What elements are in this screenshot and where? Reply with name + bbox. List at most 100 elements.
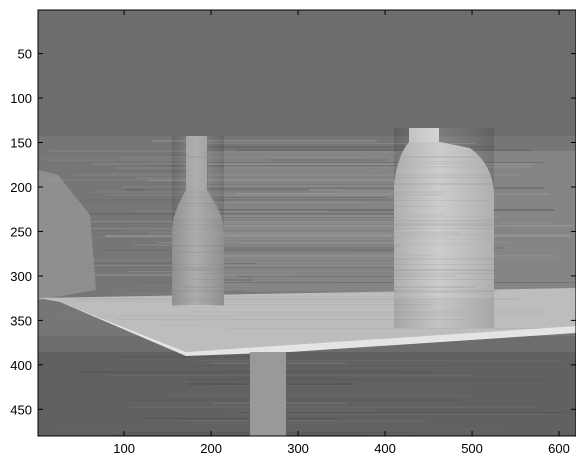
streak [212, 385, 473, 386]
streak [92, 184, 436, 185]
left-bottle-region [172, 136, 224, 306]
streak [222, 410, 376, 411]
streak [155, 325, 401, 326]
streak [222, 161, 530, 162]
streak [240, 414, 546, 415]
streak [43, 179, 419, 181]
streak [105, 235, 572, 237]
streak [77, 298, 520, 300]
y-tick-label: 150 [10, 136, 32, 151]
streak [174, 191, 336, 193]
streak [203, 273, 564, 274]
y-tick-label: 350 [10, 313, 32, 328]
streak [91, 228, 484, 229]
streak [125, 230, 541, 231]
streak [250, 352, 449, 354]
streak [43, 259, 488, 261]
streak [81, 267, 464, 268]
streak [134, 244, 318, 246]
streak [45, 159, 269, 161]
streak [249, 275, 457, 277]
streak [188, 423, 411, 425]
streak [141, 282, 575, 283]
streak [206, 214, 445, 216]
x-tick-label: 500 [461, 441, 483, 456]
streak [226, 368, 398, 369]
streak [194, 162, 544, 163]
table-front-edge [60, 302, 576, 356]
x-tick-label: 100 [113, 441, 135, 456]
streak [223, 239, 491, 240]
streak [239, 243, 476, 244]
streak [38, 199, 432, 201]
streak [236, 286, 524, 287]
streak [226, 200, 489, 201]
overlay-streaks [40, 150, 575, 329]
right-bottle-region [394, 128, 494, 328]
streak [192, 311, 547, 313]
x-tick-label: 400 [374, 441, 396, 456]
streak [147, 165, 403, 167]
streak [191, 217, 441, 218]
streak [74, 279, 253, 281]
streak [189, 391, 504, 392]
streak [242, 412, 566, 413]
streak [235, 239, 386, 240]
streak [49, 150, 208, 152]
streak [134, 245, 401, 247]
streak [236, 377, 339, 378]
streak [92, 163, 536, 165]
x-tick-label: 300 [287, 441, 309, 456]
streak [218, 208, 395, 209]
streak [148, 232, 461, 234]
y-tick-label: 100 [10, 91, 32, 106]
streak [92, 191, 446, 193]
streak [46, 263, 256, 264]
streak [121, 186, 429, 188]
image-plot [38, 10, 576, 436]
streak [66, 221, 465, 222]
streak [73, 174, 522, 176]
streak [236, 149, 531, 151]
streak [173, 420, 426, 422]
streak [222, 222, 551, 224]
streak [65, 301, 390, 302]
y-tick-label: 300 [10, 269, 32, 284]
y-tick-label: 200 [10, 180, 32, 195]
streak [145, 189, 349, 191]
table-leg-region [250, 352, 286, 436]
streak [186, 170, 382, 171]
streak [171, 395, 471, 396]
streak [40, 156, 574, 158]
streak [199, 282, 336, 283]
streak [85, 267, 327, 269]
streak [147, 247, 504, 249]
streak [141, 418, 341, 419]
streak [112, 292, 478, 293]
streak [83, 213, 426, 215]
streak [172, 269, 507, 271]
streak [134, 296, 438, 297]
y-tick-label: 450 [10, 402, 32, 417]
streak [44, 416, 379, 417]
streak [190, 234, 571, 236]
streak [236, 193, 549, 195]
streak [102, 249, 425, 251]
streak [88, 251, 460, 252]
y-axis: 50 100 150 200 250 300 350 400 450 [10, 47, 576, 417]
streak [57, 317, 235, 318]
streak [218, 249, 348, 251]
streak [214, 304, 433, 305]
streak [38, 284, 203, 285]
streak [102, 159, 387, 161]
streak [209, 177, 532, 178]
streak [44, 264, 517, 265]
streak [199, 323, 492, 324]
streak [196, 360, 565, 361]
streak [215, 255, 555, 257]
streak [186, 153, 479, 155]
streak [203, 152, 399, 154]
streak [38, 136, 547, 137]
streak [115, 319, 465, 320]
streak [110, 375, 473, 376]
